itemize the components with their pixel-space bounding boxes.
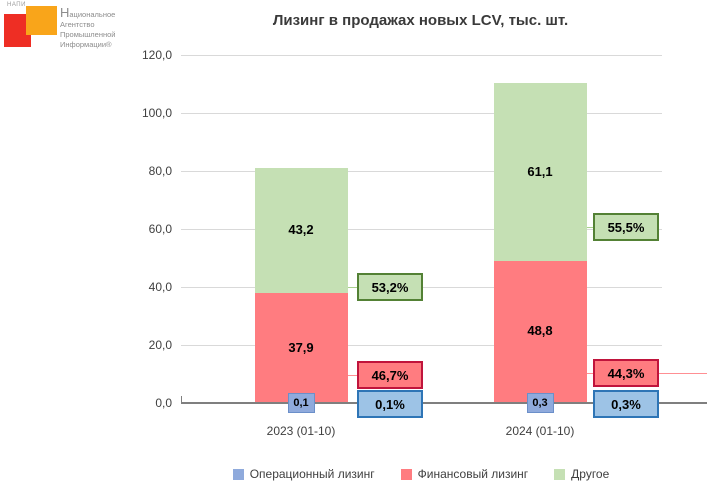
share-callout-box: 44,3% bbox=[593, 359, 659, 387]
share-callout-box: 46,7% bbox=[357, 361, 423, 389]
logo-org-line: Информации® bbox=[60, 40, 112, 49]
x-axis-line bbox=[181, 402, 707, 404]
legend-label: Операционный лизинг bbox=[249, 467, 375, 481]
legend-swatch-icon bbox=[400, 468, 412, 480]
y-axis-tick-label: 80,0 bbox=[148, 164, 172, 178]
gridline bbox=[181, 55, 662, 56]
callout-connector-line bbox=[586, 227, 593, 228]
legend-swatch-icon bbox=[554, 468, 566, 480]
bar-segment-2 bbox=[254, 292, 348, 403]
bar-segment-3 bbox=[493, 83, 587, 261]
callout-connector-line bbox=[347, 287, 357, 288]
bar-value-label: 61,1 bbox=[527, 164, 553, 179]
gridline bbox=[181, 171, 662, 172]
share-callout-box: 0,3% bbox=[593, 390, 659, 418]
y-axis-tick bbox=[181, 396, 182, 404]
x-axis-category-label: 2023 (01-10) bbox=[266, 424, 336, 438]
bar-value-label-box: 0,3 bbox=[526, 393, 554, 413]
bar-segment-2 bbox=[493, 260, 587, 403]
bar-value-label-box: 0,1 bbox=[287, 393, 315, 413]
logo-org-line: Национальное bbox=[60, 5, 116, 20]
gridline bbox=[181, 345, 662, 346]
y-axis-tick-label: 120,0 bbox=[141, 48, 172, 62]
y-axis-tick-label: 40,0 bbox=[148, 280, 172, 294]
gridline bbox=[181, 113, 662, 114]
chart-legend: Операционный лизинг Финансовый лизинг Друг… bbox=[141, 467, 701, 481]
y-axis-tick-label: 20,0 bbox=[148, 338, 172, 352]
legend-item: Финансовый лизинг bbox=[400, 467, 529, 481]
callout-connector-line bbox=[347, 375, 357, 376]
logo-org-name: Национальное Агентство Промышленной Информа… bbox=[60, 5, 116, 50]
share-callout-box: 53,2% bbox=[357, 273, 423, 301]
share-callout-box: 0,1% bbox=[357, 390, 423, 418]
y-axis-tick-label: 100,0 bbox=[141, 106, 172, 120]
x-axis-category-label: 2024 (01-10) bbox=[505, 424, 575, 438]
callout-connector-line bbox=[659, 373, 707, 374]
logo-org-line: Промышленной bbox=[60, 30, 116, 39]
legend-item: Операционный лизинг bbox=[232, 467, 375, 481]
y-axis-tick-label: 60,0 bbox=[148, 222, 172, 236]
bar-value-label: 43,2 bbox=[288, 222, 314, 238]
legend-label: Финансовый лизинг bbox=[417, 467, 529, 481]
bar-segment-3 bbox=[254, 167, 348, 293]
legend-item: Другое bbox=[554, 467, 609, 481]
chart-title: Лизинг в продажах новых LCV, тыс. шт. bbox=[272, 12, 569, 29]
share-callout-box: 55,5% bbox=[593, 213, 659, 241]
legend-swatch-icon bbox=[232, 468, 244, 480]
bar-value-label: 37,9 bbox=[288, 339, 314, 355]
bar-value-label: 48,8 bbox=[527, 323, 553, 339]
logo-acronym-text: НАПИ bbox=[7, 2, 26, 8]
y-axis-tick-label: 0,0 bbox=[155, 396, 172, 410]
gridline bbox=[181, 229, 662, 230]
napi-logo: НАПИ Национальное Агентство Промышленной Ин… bbox=[4, 2, 154, 58]
legend-label: Другое bbox=[571, 467, 610, 481]
callout-connector-line bbox=[586, 373, 593, 374]
logo-orange-square bbox=[26, 6, 57, 35]
logo-org-line: Агентство bbox=[60, 20, 95, 29]
